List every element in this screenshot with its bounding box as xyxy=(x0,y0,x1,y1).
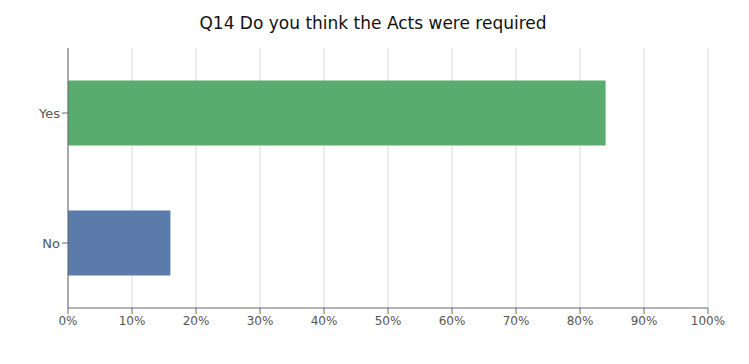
svg-text:80%: 80% xyxy=(567,314,594,328)
svg-text:70%: 70% xyxy=(503,314,530,328)
svg-text:Yes: Yes xyxy=(38,106,60,121)
svg-text:30%: 30% xyxy=(247,314,274,328)
svg-text:100%: 100% xyxy=(691,314,725,328)
svg-text:No: No xyxy=(42,236,60,251)
svg-text:10%: 10% xyxy=(119,314,146,328)
svg-text:90%: 90% xyxy=(631,314,658,328)
html-text:Q14 Do you think the Acts were: Q14 Do you think the Acts were required xyxy=(199,13,547,33)
svg-text:40%: 40% xyxy=(311,314,338,328)
svg-text:60%: 60% xyxy=(439,314,466,328)
svg-text:50%: 50% xyxy=(375,314,402,328)
svg-text:20%: 20% xyxy=(183,314,210,328)
svg-text:0%: 0% xyxy=(58,314,77,328)
